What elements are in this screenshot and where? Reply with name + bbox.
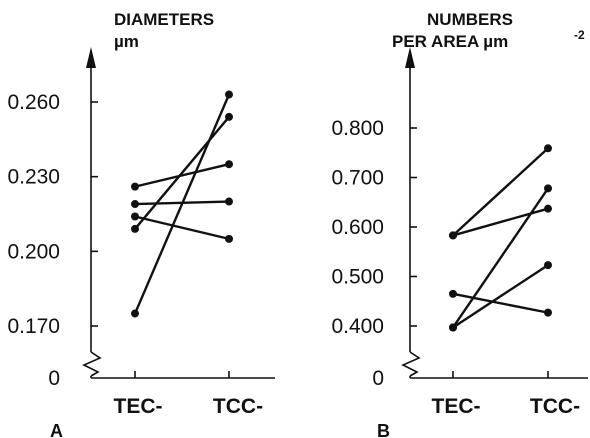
panel-a-data-point — [225, 90, 233, 99]
panel-a-data-point — [225, 197, 233, 206]
panel-a-data-point — [225, 234, 233, 243]
panel-b-series-line-4 — [452, 264, 549, 329]
panel-a-data-point — [225, 160, 233, 169]
panel-b-label: B — [377, 421, 390, 438]
panel-b-data-point — [544, 184, 552, 193]
panel-a-series-line-3 — [134, 163, 230, 188]
panel-b-data-point — [544, 308, 552, 317]
panel-a-data-point — [225, 112, 233, 121]
panel-a-title-line-2: µm — [114, 32, 139, 51]
panel-b-data-point — [449, 323, 457, 332]
panel-b-y-tick-label: 0.700 — [331, 167, 384, 190]
panel-a-data-point — [131, 212, 139, 221]
panel-b-axis-break — [401, 351, 421, 377]
panel-b-series-line-3 — [452, 187, 549, 329]
panel-b-series-line-5 — [452, 292, 549, 314]
panel-b-title-line-1: NUMBERS — [427, 10, 513, 29]
panel-b-data-point — [544, 144, 552, 153]
panel-a-data-point — [131, 200, 139, 209]
panel-b-y-tick-label: 0.800 — [331, 117, 384, 140]
panel-b-data-point — [544, 204, 552, 213]
panel-a-y-axis-arrow — [86, 47, 96, 68]
panel-b-data-point — [449, 289, 457, 298]
panel-a-data-point — [131, 182, 139, 191]
panel-b-x-label-tcc: TCC- — [530, 395, 580, 418]
panel-b-series-line-1 — [452, 147, 549, 237]
panel-b-data-point — [544, 261, 552, 270]
panel-a-y-tick-label: 0.260 — [7, 91, 60, 114]
panel-a-x-label-tec: TEC- — [114, 395, 163, 418]
panel-a-title-line-1: DIAMETERS — [114, 10, 214, 29]
panel-b-title-line-2: PER AREA µm — [392, 32, 508, 51]
panel-a-series-line-2 — [134, 116, 230, 230]
panel-a-series-line-1 — [133, 94, 231, 315]
panel-a-y-tick-label: 0.230 — [7, 166, 60, 189]
panel-a-label: A — [50, 421, 63, 438]
panel-a-data-point — [131, 224, 139, 233]
panel-b-y-tick-label: 0.400 — [331, 315, 384, 338]
panel-a-y-tick-label: 0.200 — [7, 240, 60, 263]
panel-b-x-label-tec: TEC- — [432, 395, 481, 418]
panel-a-series-line-5 — [134, 215, 230, 241]
panel-a-series-line-4 — [134, 200, 230, 206]
panel-a-y-zero-label: 0 — [48, 367, 60, 390]
panel-b-y-axis-arrow — [405, 47, 415, 68]
panel-a-x-label-tcc: TCC- — [213, 395, 263, 418]
panel-a-y-tick-label: 0.170 — [7, 315, 60, 338]
panel-a: DIAMETERS µm 0.260 0.230 0.200 0.170 0 TEC-… — [7, 10, 275, 438]
panel-b: NUMBERS PER AREA µm -2 0.800 0.700 0.600 0.… — [331, 10, 588, 438]
panel-b-y-zero-label: 0 — [372, 367, 384, 390]
panel-a-axis-break — [82, 351, 102, 377]
panel-b-data-point — [449, 231, 457, 240]
panel-b-title-superscript: -2 — [574, 28, 585, 42]
panel-a-data-point — [131, 309, 139, 318]
panel-b-y-tick-label: 0.600 — [331, 216, 384, 239]
panel-b-y-tick-label: 0.500 — [331, 266, 384, 289]
